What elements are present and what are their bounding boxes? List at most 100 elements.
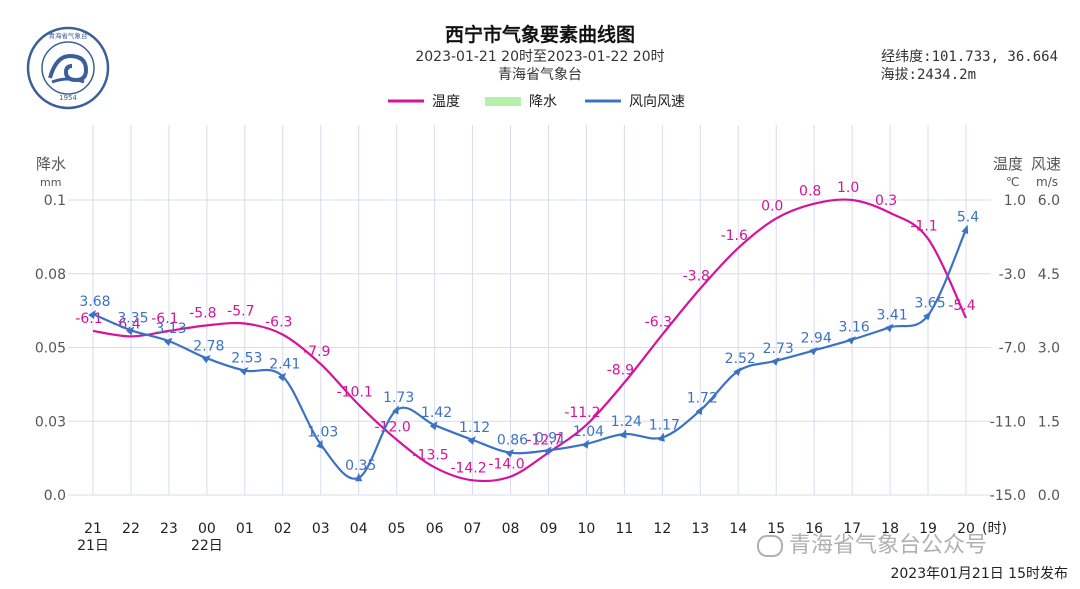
precip-tick-label: 0.08 [35,267,66,283]
temperature-data-label: -6.3 [265,315,292,331]
wind-data-label: 2.41 [269,357,300,373]
temperature-data-label: -6.1 [75,311,102,327]
wind-data-label: 3.68 [79,294,110,310]
legend-swatch-precipitation [485,97,521,106]
wind-tick-label: 6.0 [1038,193,1060,209]
x-tick-label: 19 [919,521,937,537]
wind-data-label: 2.94 [801,330,832,346]
wind-data-label: 1.24 [611,414,642,430]
wind-arrow-icon [392,405,399,415]
x-date-label: 21日 [77,538,109,554]
release-time: 2023年01月21日 15时发布 [890,566,1068,582]
wind-data-label: 1.04 [573,424,604,440]
wind-direction-marker [581,439,589,449]
x-tick-label: 08 [502,521,520,537]
wind-direction-marker [316,439,323,449]
wind-direction-marker [392,405,399,415]
temperature-data-label: -7.9 [303,344,330,360]
station-altitude: 海拔:2434.2m [880,67,976,83]
wechat-icon [757,535,783,557]
temperature-data-label: -13.5 [412,447,448,463]
wind-axis-title: 风速 [1031,155,1061,173]
precip-axis-unit: mm [40,176,61,189]
x-tick-label: 02 [274,521,292,537]
wind-data-label: 1.42 [421,405,452,421]
temperature-data-label: -8.9 [607,363,634,379]
wind-data-label: 3.16 [839,320,870,336]
x-tick-label: 06 [426,521,444,537]
x-tick-label: 09 [540,521,558,537]
wind-direction-marker [429,421,438,431]
wind-data-label: 1.17 [649,417,680,433]
wind-direction-marker [467,436,476,445]
temperature-data-label: -6.1 [151,311,178,327]
temperature-data-label: -5.7 [227,304,254,320]
temperature-data-label: -5.4 [948,298,975,314]
temperature-data-label: 0.0 [761,198,783,214]
x-date-label: 22日 [191,538,223,554]
wind-direction-marker [658,432,665,442]
x-axis-unit: (时) [982,521,1007,537]
wind-arrow-icon [239,367,249,376]
wind-arrow-icon [809,347,819,356]
watermark-text: 青海省气象台公众号 [789,533,988,558]
x-tick-label: 07 [464,521,482,537]
x-tick-label: 12 [653,521,671,537]
precip-tick-label: 0.05 [35,341,66,357]
wind-tick-label: 0.0 [1038,488,1060,504]
x-tick-label: 00 [198,521,216,537]
legend-label-precipitation: 降水 [529,94,557,110]
wind-direction-marker [543,446,552,456]
wind-arrow-icon [163,337,173,347]
wind-direction-marker [355,472,363,482]
temperature-data-label: -10.1 [337,385,373,401]
legend-label-temperature: 温度 [432,94,460,110]
x-tick-label: 20 [957,521,975,537]
x-tick-label: 18 [881,521,899,537]
wind-arrow-icon [88,310,96,319]
wind-axis-unit: m/s [1036,175,1058,189]
organization-name: 青海省气象台 [498,67,582,83]
wind-data-label: 2.52 [725,351,756,367]
wind-arrow-icon [277,372,287,382]
wind-direction-marker [695,406,703,416]
wind-data-label: 3.35 [117,310,148,326]
wind-direction-marker [885,323,894,333]
wind-direction-marker [88,310,96,319]
temperature-data-label: -1.6 [721,228,748,244]
wechat-watermark: 青海省气象台公众号 [757,527,987,559]
wind-arrow-icon [355,472,363,482]
station-coordinates: 经纬度:101.733, 36.664 [881,49,1058,65]
precip-tick-label: 0.0 [44,488,66,504]
x-tick-label: 22 [122,521,140,537]
chart-title: 西宁市气象要素曲线图 [444,24,635,46]
wind-direction-marker [809,347,819,356]
temperature-data-label: -14.2 [450,460,486,476]
wind-arrow-icon [695,406,703,416]
weather-bureau-logo: 青海省气象台 1954 [26,26,110,110]
wind-data-label: 2.78 [193,338,224,354]
wind-tick-label: 4.5 [1038,267,1060,283]
x-tick-label: 03 [312,521,330,537]
wind-direction-marker [201,355,211,364]
x-tick-label: 01 [236,521,254,537]
x-tick-label: 15 [767,521,785,537]
wind-data-label: 3.13 [155,321,186,337]
wind-data-label: 2.73 [763,341,794,357]
temperature-data-label: -12.7 [526,433,562,449]
wind-direction-marker [923,311,932,321]
wind-arrow-icon [847,336,856,345]
x-tick-label: 14 [729,521,747,537]
wind-direction-marker [277,372,287,382]
wind-arrow-icon [658,432,665,442]
wind-arrow-icon [961,224,969,234]
temperature-data-label: -11.2 [564,405,600,421]
temperature-axis-unit: ℃ [1006,175,1019,189]
temperature-data-label: -12.0 [375,420,411,436]
wind-tick-label: 1.5 [1038,414,1060,430]
x-tick-label: 13 [691,521,709,537]
wind-direction-marker [163,337,173,347]
wind-arrow-icon [126,326,135,336]
logo-ring-text: 青海省气象台 [49,31,88,40]
wind-data-label: 0.91 [535,430,566,446]
